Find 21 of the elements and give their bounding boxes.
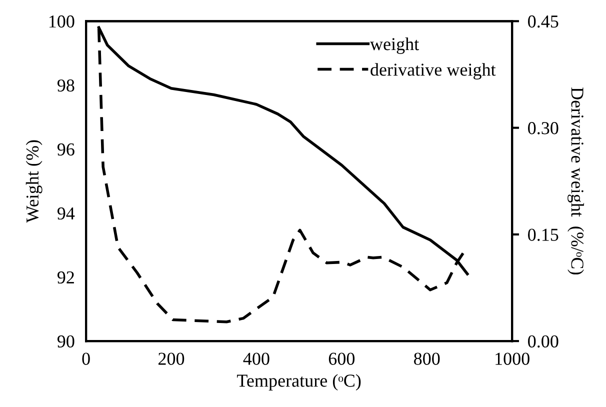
x-axis-title: Temperature (ᵒC) — [237, 374, 361, 390]
x-tick-label: 0 — [82, 352, 90, 365]
legend-label: derivative weight — [370, 63, 496, 80]
x-tick-label: 400 — [243, 352, 270, 365]
y2-tick-label: 0.45 — [528, 15, 558, 28]
y-tick-label: 94 — [57, 207, 75, 220]
legend-label: weight — [370, 38, 420, 54]
y-tick-label: 98 — [57, 79, 74, 92]
x-tick-label: 1000 — [496, 352, 530, 365]
x-tick-label: 600 — [328, 352, 355, 365]
y2-tick-label: 0.00 — [528, 335, 558, 348]
y-tick-label: 96 — [57, 143, 74, 156]
x-tick-label: 200 — [158, 352, 184, 365]
x-tick-label: 800 — [414, 352, 440, 365]
y-axis-title: Weight (%) — [26, 140, 42, 223]
y-tick-label: 92 — [57, 271, 74, 284]
y2-axis-title: Derivative weight (%/ᵒC) — [568, 88, 584, 274]
y-tick-label: 90 — [57, 335, 74, 348]
y2-tick-label: 0.15 — [528, 228, 558, 241]
y2-tick-label: 0.30 — [528, 122, 558, 134]
y-tick-label: 100 — [49, 15, 74, 28]
